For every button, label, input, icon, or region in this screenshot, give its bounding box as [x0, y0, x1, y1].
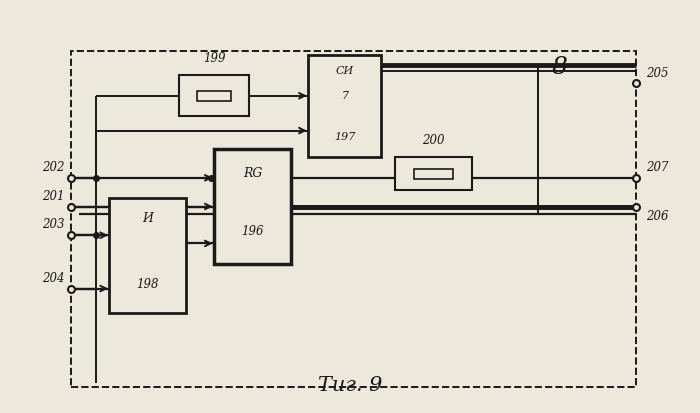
Text: 199: 199 [203, 52, 225, 65]
Text: RG: RG [243, 167, 262, 180]
Text: 207: 207 [646, 161, 668, 174]
Bar [179, 75, 249, 116]
Text: 8: 8 [551, 55, 567, 78]
Text: Τиг. 9: Τиг. 9 [318, 376, 382, 395]
Text: 197: 197 [334, 132, 356, 142]
Text: 204: 204 [41, 272, 64, 285]
Text: И: И [142, 212, 153, 225]
Text: 200: 200 [422, 134, 445, 147]
Bar [109, 198, 186, 313]
Bar [414, 169, 453, 178]
Text: 201: 201 [41, 190, 64, 203]
Text: 206: 206 [646, 210, 668, 223]
Text: 205: 205 [646, 66, 668, 80]
Text: 196: 196 [241, 225, 264, 237]
Text: 202: 202 [41, 161, 64, 174]
Text: 7: 7 [341, 91, 349, 101]
Bar [308, 55, 382, 157]
Text: СИ: СИ [335, 66, 354, 76]
Text: 198: 198 [136, 278, 159, 291]
Text: 203: 203 [41, 218, 64, 231]
Bar [71, 51, 636, 387]
Bar [197, 91, 232, 101]
Bar [395, 157, 472, 190]
Bar [214, 149, 290, 264]
